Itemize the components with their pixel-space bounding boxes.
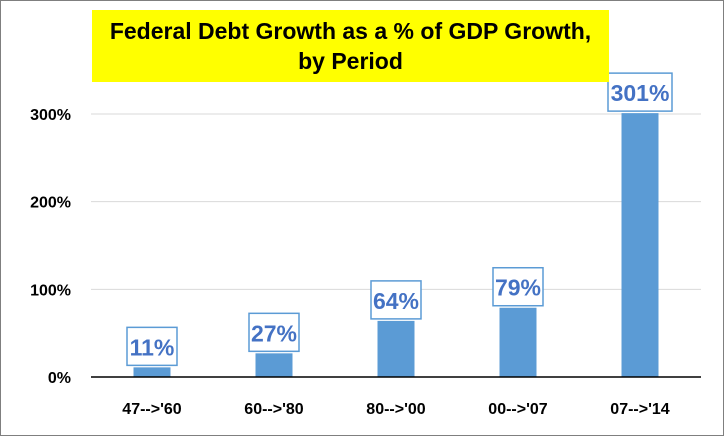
y-tick-label: 300% (30, 107, 71, 124)
bar (499, 307, 537, 377)
x-tick-label: 00-->'07 (488, 401, 548, 418)
data-label-box (248, 312, 300, 353)
data-label: 79% (495, 275, 541, 301)
data-label-box (492, 266, 544, 307)
x-tick-label: 07-->'14 (610, 401, 670, 418)
x-tick-label: 47-->'60 (122, 401, 182, 418)
data-label-box (607, 72, 673, 112)
y-tick-label: 0% (48, 370, 71, 387)
x-tick-label: 60-->'80 (244, 401, 304, 418)
bar (133, 367, 171, 377)
data-label: 301% (611, 80, 670, 106)
x-tick-label: 80-->'00 (366, 401, 426, 418)
data-label: 11% (130, 334, 175, 360)
data-label-box (126, 326, 178, 367)
chart-title-line-1: Federal Debt Growth as a % of GDP Growth… (109, 18, 592, 44)
bar (255, 353, 293, 377)
data-label: 27% (251, 320, 297, 346)
bars (133, 113, 659, 377)
data-labels: 11% 27% 64% 79% 301% (126, 72, 673, 367)
y-axis-ticks: 0% 100% 200% 300% (30, 107, 71, 387)
x-axis-ticks: 47-->'60 60-->'80 80-->'00 00-->'07 07-->'14 (122, 401, 670, 418)
chart-title-line-2: by Period (298, 48, 403, 74)
y-tick-label: 100% (30, 282, 71, 299)
data-label-box (370, 280, 422, 320)
bar (377, 320, 415, 377)
gridlines (91, 113, 701, 290)
bar (621, 113, 659, 377)
y-tick-label: 200% (30, 195, 71, 212)
data-label: 64% (373, 288, 419, 314)
chart-title: Federal Debt Growth as a % of GDP Growth… (92, 10, 609, 82)
